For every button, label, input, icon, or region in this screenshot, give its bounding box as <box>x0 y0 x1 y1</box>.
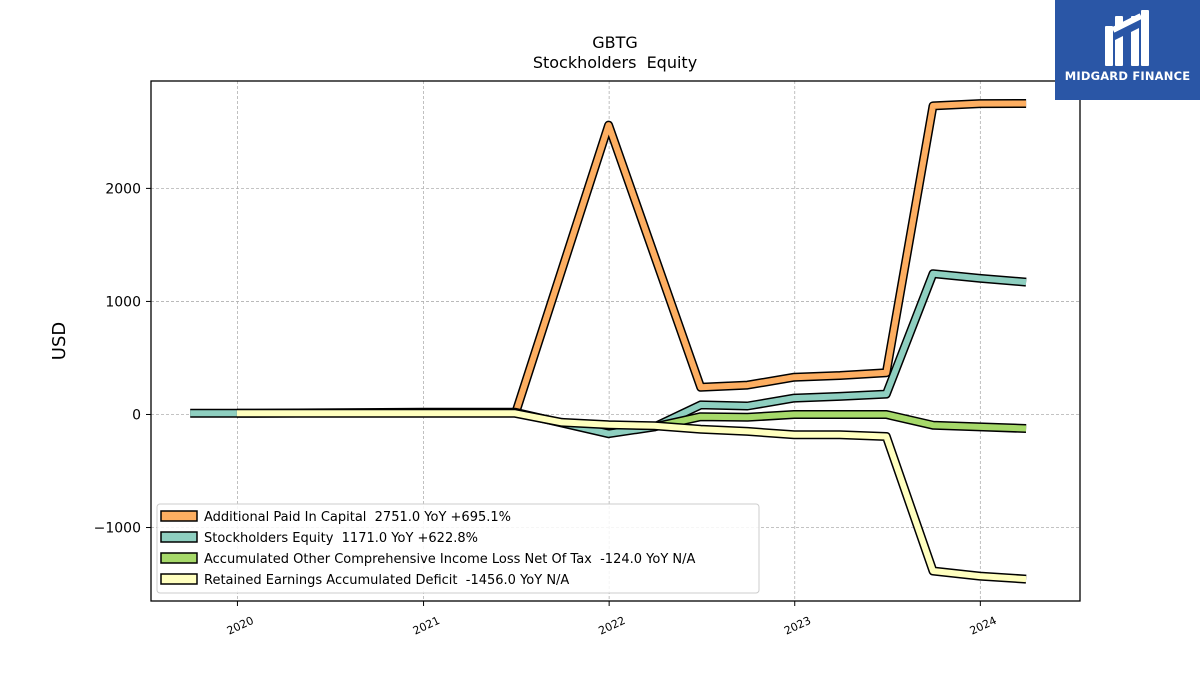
y-tick-label: −1000 <box>94 521 141 537</box>
x-tick-label: 2020 <box>225 614 256 638</box>
series-line <box>653 411 1027 432</box>
series-0 <box>510 99 1027 416</box>
x-tick-label: 2024 <box>968 614 999 638</box>
series-line <box>236 410 1027 583</box>
legend-label: Additional Paid In Capital 2751.0 YoY +6… <box>204 510 511 525</box>
y-axis-label: USD <box>49 322 70 360</box>
y-tick-label: 2000 <box>105 181 141 197</box>
legend-swatch <box>160 531 198 543</box>
legend-label: Accumulated Other Comprehensive Income L… <box>204 552 695 567</box>
series-2 <box>653 410 1027 433</box>
legend-label: Retained Earnings Accumulated Deficit -1… <box>204 573 569 588</box>
y-tick-label: 0 <box>132 407 141 423</box>
legend-box <box>156 503 760 594</box>
logo-mark-icon <box>1105 10 1149 66</box>
legend: Additional Paid In Capital 2751.0 YoY +6… <box>156 503 760 594</box>
series-line <box>512 100 1027 416</box>
series-line-outline <box>510 99 1027 416</box>
legend-swatch <box>160 573 198 585</box>
brand-logo: MIDGARD FINANCE <box>1055 0 1200 100</box>
x-tick-label: 2022 <box>597 614 628 638</box>
x-tick-label: 2021 <box>411 614 442 638</box>
grid <box>151 81 1080 601</box>
chart-title: GBTG <box>592 33 638 52</box>
x-tick-label: 2023 <box>782 614 813 638</box>
brand-name: MIDGARD FINANCE <box>1064 69 1191 83</box>
legend-label: Stockholders Equity 1171.0 YoY +622.8% <box>204 531 478 546</box>
y-tick-label: 1000 <box>105 294 141 310</box>
plot-frame <box>150 80 1081 602</box>
chart-subtitle: Stockholders Equity <box>533 53 697 72</box>
series-lines <box>190 99 1027 584</box>
legend-swatch <box>160 552 198 564</box>
series-3 <box>236 408 1027 584</box>
legend-swatch <box>160 510 198 522</box>
